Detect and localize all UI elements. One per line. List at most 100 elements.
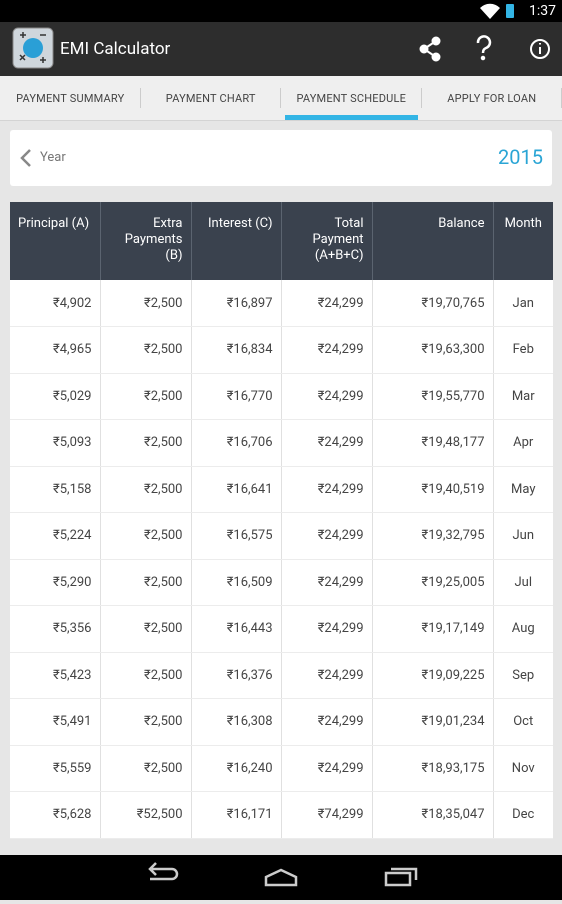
prev-year-button[interactable] bbox=[19, 148, 33, 168]
help-button[interactable] bbox=[478, 36, 490, 59]
table-cell: ₹4,902 bbox=[10, 280, 100, 327]
table-cell: ₹2,500 bbox=[100, 559, 191, 606]
year-value: 2015 bbox=[498, 145, 543, 169]
table-cell: Dec bbox=[493, 792, 553, 839]
nav-bar bbox=[0, 855, 562, 900]
table-cell: ₹19,01,234 bbox=[372, 699, 493, 746]
table-cell: ₹19,63,300 bbox=[372, 327, 493, 374]
clock: 1:37 bbox=[529, 3, 556, 19]
table-cell: ₹2,500 bbox=[100, 280, 191, 327]
column-header: Month bbox=[493, 202, 553, 280]
table-cell: May bbox=[493, 466, 553, 513]
recents-button[interactable] bbox=[386, 869, 416, 885]
table-cell: ₹16,443 bbox=[191, 606, 281, 653]
table-cell: Feb bbox=[493, 327, 553, 374]
table-cell: ₹19,32,795 bbox=[372, 513, 493, 560]
column-header: Balance bbox=[372, 202, 493, 280]
table-cell: ₹2,500 bbox=[100, 606, 191, 653]
table-cell: ₹5,029 bbox=[10, 373, 100, 420]
year-label: Year bbox=[40, 150, 66, 165]
table-cell: ₹19,25,005 bbox=[372, 559, 493, 606]
table-cell: Oct bbox=[493, 699, 553, 746]
table-cell: Jan bbox=[493, 280, 553, 327]
info-button[interactable] bbox=[531, 40, 549, 58]
table-cell: ₹24,299 bbox=[281, 652, 372, 699]
table-cell: Jun bbox=[493, 513, 553, 560]
table-cell: ₹19,17,149 bbox=[372, 606, 493, 653]
table-cell: ₹5,224 bbox=[10, 513, 100, 560]
table-cell: ₹2,500 bbox=[100, 466, 191, 513]
table-cell: ₹2,500 bbox=[100, 745, 191, 792]
table-cell: ₹16,509 bbox=[191, 559, 281, 606]
table-cell: ₹16,376 bbox=[191, 652, 281, 699]
table-cell: ₹24,299 bbox=[281, 466, 372, 513]
tab[interactable]: PAYMENT SCHEDULE bbox=[281, 76, 422, 120]
nav-buttons bbox=[0, 855, 562, 900]
table-cell: ₹16,897 bbox=[191, 280, 281, 327]
table-cell: ₹16,834 bbox=[191, 327, 281, 374]
action-icons bbox=[402, 22, 562, 76]
table-cell: ₹16,240 bbox=[191, 745, 281, 792]
app-title: EMI Calculator bbox=[60, 39, 170, 59]
table-cell: ₹5,158 bbox=[10, 466, 100, 513]
table-cell: Apr bbox=[493, 420, 553, 467]
table-cell: ₹24,299 bbox=[281, 699, 372, 746]
table-cell: ₹5,290 bbox=[10, 559, 100, 606]
table-cell: ₹24,299 bbox=[281, 280, 372, 327]
table-cell: ₹16,171 bbox=[191, 792, 281, 839]
table-cell: ₹24,299 bbox=[281, 373, 372, 420]
table-cell: ₹5,356 bbox=[10, 606, 100, 653]
table-cell: ₹74,299 bbox=[281, 792, 372, 839]
table-cell: ₹2,500 bbox=[100, 420, 191, 467]
tab[interactable]: APPLY FOR LOAN bbox=[422, 76, 562, 120]
table-cell: ₹2,500 bbox=[100, 652, 191, 699]
table-cell: ₹5,491 bbox=[10, 699, 100, 746]
table-cell: Aug bbox=[493, 606, 553, 653]
header-row: Principal (A)Extra Payments (B)Interest … bbox=[10, 202, 553, 280]
table-cell: Mar bbox=[493, 373, 553, 420]
table-cell: ₹24,299 bbox=[281, 745, 372, 792]
tab[interactable]: PAYMENT SUMMARY bbox=[0, 76, 141, 120]
table-cell: ₹19,48,177 bbox=[372, 420, 493, 467]
schedule-table: Principal (A)Extra Payments (B)Interest … bbox=[10, 202, 553, 839]
table-cell: ₹19,09,225 bbox=[372, 652, 493, 699]
column-header: Interest (C) bbox=[191, 202, 281, 280]
table-cell: ₹16,641 bbox=[191, 466, 281, 513]
table-cell: ₹5,423 bbox=[10, 652, 100, 699]
table-cell: Jul bbox=[493, 559, 553, 606]
table-cell: ₹19,55,770 bbox=[372, 373, 493, 420]
table-cell: ₹18,93,175 bbox=[372, 745, 493, 792]
table-cell: ₹24,299 bbox=[281, 513, 372, 560]
table-cell: Nov bbox=[493, 745, 553, 792]
table-cell: ₹5,628 bbox=[10, 792, 100, 839]
table-cell: ₹18,35,047 bbox=[372, 792, 493, 839]
table-cell: ₹24,299 bbox=[281, 327, 372, 374]
table-cell: Sep bbox=[493, 652, 553, 699]
home-button[interactable] bbox=[266, 870, 296, 885]
table-cell: ₹16,575 bbox=[191, 513, 281, 560]
table-cell: ₹2,500 bbox=[100, 373, 191, 420]
app-icon[interactable] bbox=[12, 27, 56, 71]
tab[interactable]: PAYMENT CHART bbox=[141, 76, 282, 120]
table-cell: ₹5,093 bbox=[10, 420, 100, 467]
table-cell: ₹16,770 bbox=[191, 373, 281, 420]
table-cell: ₹2,500 bbox=[100, 699, 191, 746]
app-bar: EMI Calculator bbox=[0, 22, 562, 76]
share-button[interactable] bbox=[421, 38, 440, 61]
table-cell: ₹24,299 bbox=[281, 606, 372, 653]
table-cell: ₹19,70,765 bbox=[372, 280, 493, 327]
table-cell: ₹52,500 bbox=[100, 792, 191, 839]
table-cell: ₹2,500 bbox=[100, 513, 191, 560]
back-button[interactable] bbox=[150, 863, 177, 879]
